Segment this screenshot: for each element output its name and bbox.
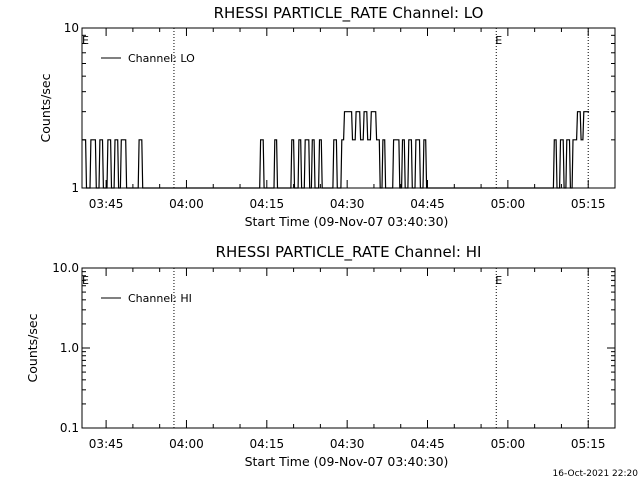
hi-legend-label: Channel: HI [128,292,192,305]
hi-y-axis-label: Counts/sec [25,313,40,382]
hi-x-tick-label: 03:45 [89,437,124,451]
lo-y-tick-label: 10 [64,21,79,35]
hi-y-tick-label: 1.0 [60,341,79,355]
hi-x-tick-label: 04:30 [330,437,365,451]
hi-x-tick-label: 04:45 [410,437,445,451]
lo-y-axis-label: Counts/sec [38,73,53,142]
hi-y-tick-label: 0.1 [60,421,79,435]
lo-x-tick-label: 03:45 [89,197,124,211]
lo-legend-label: Channel: LO [128,52,195,65]
hi-chart-title: RHESSI PARTICLE_RATE Channel: HI [216,243,482,262]
lo-marker-label: E [495,34,502,47]
lo-x-tick-label: 04:45 [410,197,445,211]
hi-x-tick-label: 04:00 [169,437,204,451]
hi-x-axis-label: Start Time (09-Nov-07 03:40:30) [245,454,449,469]
lo-x-tick-label: 04:15 [250,197,285,211]
lo-chart-title: RHESSI PARTICLE_RATE Channel: LO [214,4,484,23]
lo-y-tick-label: 1 [71,181,79,195]
lo-x-tick-label: 05:15 [571,197,606,211]
hi-x-tick-label: 05:00 [491,437,526,451]
hi-x-tick-label: 04:15 [250,437,285,451]
hi-x-tick-label: 05:15 [571,437,606,451]
footer-timestamp: 16-Oct-2021 22:20 [553,469,639,479]
lo-marker-label: E [82,34,89,47]
lo-x-tick-label: 04:30 [330,197,365,211]
hi-y-tick-label: 10.0 [52,261,79,275]
lo-x-tick-label: 04:00 [169,197,204,211]
lo-x-tick-label: 05:00 [491,197,526,211]
lo-series-line [82,111,590,189]
hi-marker-label: E [495,274,502,287]
lo-x-axis-label: Start Time (09-Nov-07 03:40:30) [245,214,449,229]
lo-plot-frame [81,27,616,189]
